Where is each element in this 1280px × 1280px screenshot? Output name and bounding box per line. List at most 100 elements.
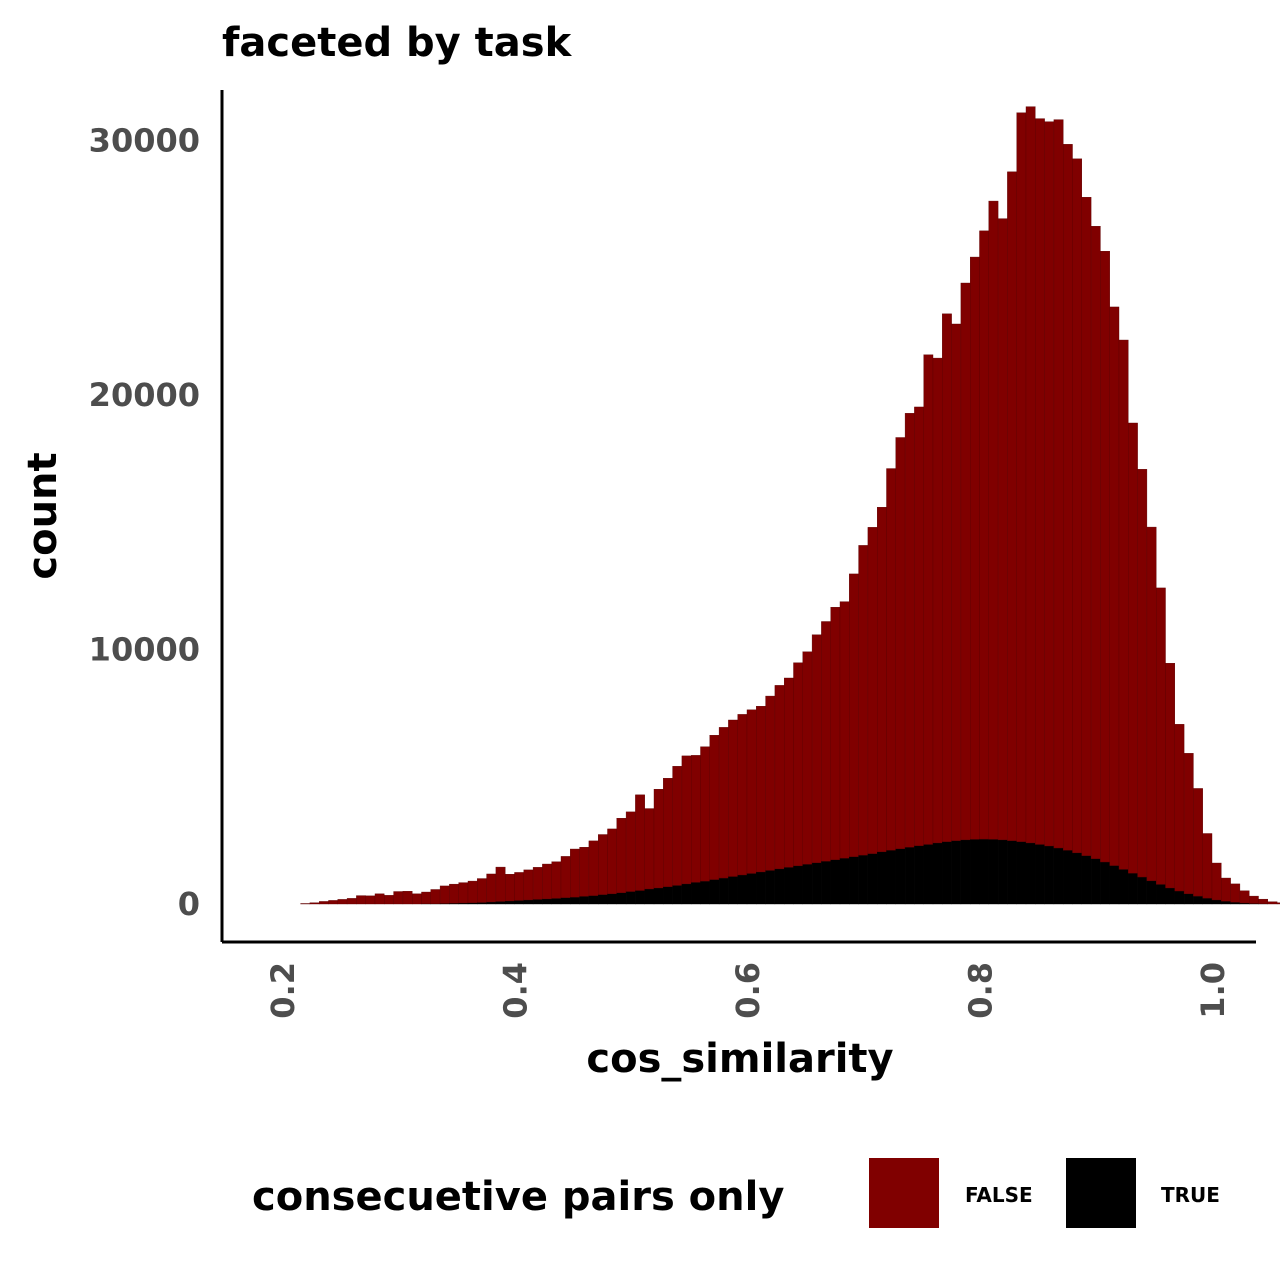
bar-false	[1276, 902, 1280, 905]
y-axis-title: count	[20, 452, 66, 579]
bar-true	[765, 870, 776, 905]
bar-true	[960, 839, 971, 905]
bar-false	[1211, 862, 1222, 901]
bar-false	[914, 406, 924, 846]
bar-true	[477, 902, 487, 905]
bar-true	[942, 841, 952, 905]
bar-false	[532, 867, 543, 900]
bar-false	[412, 893, 422, 905]
bar-true	[635, 890, 645, 905]
bar-false	[1090, 226, 1101, 859]
bar-true	[579, 896, 590, 905]
bar-false	[393, 891, 404, 905]
bar-false	[1174, 724, 1185, 892]
legend-title: consecuetive pairs only	[252, 1174, 784, 1220]
bar-true	[644, 888, 655, 905]
y-tick-label: 30000	[89, 122, 200, 160]
bar-false	[830, 607, 841, 860]
bar-false	[691, 755, 701, 883]
bar-true	[486, 901, 497, 905]
bar-true	[505, 900, 515, 905]
chart-title: faceted by task	[222, 20, 573, 66]
bar-true	[970, 839, 980, 905]
bar-true	[709, 879, 720, 905]
bar-false	[579, 847, 590, 897]
bar-true	[1100, 861, 1110, 905]
bar-false	[867, 527, 878, 854]
bar-false	[625, 811, 636, 892]
bar-true	[1211, 899, 1222, 905]
bar-false	[1155, 587, 1166, 885]
legend-swatch-false	[869, 1158, 939, 1228]
bar-true	[932, 842, 943, 905]
bar-true	[551, 898, 562, 905]
bar-false	[542, 863, 552, 900]
bar-true	[588, 895, 599, 905]
bar-true	[495, 901, 506, 905]
y-tick-label: 10000	[89, 631, 200, 669]
bar-false	[942, 313, 952, 842]
bar-false	[1062, 144, 1073, 851]
bar-true	[1118, 869, 1129, 905]
bar-true	[1016, 841, 1027, 905]
bar-true	[1081, 855, 1092, 905]
bar-false	[718, 727, 729, 879]
bar-true	[514, 900, 525, 905]
y-tick-label: 0	[178, 885, 200, 923]
legend-label-false: FALSE	[965, 1183, 1033, 1207]
bar-true	[784, 867, 794, 905]
bar-true	[1230, 902, 1241, 905]
bar-false	[402, 891, 413, 905]
bar-false	[1053, 119, 1064, 849]
bar-false	[644, 808, 655, 890]
bar-false	[988, 200, 999, 840]
bar-false	[849, 573, 859, 857]
x-tick-label: 0.6	[729, 962, 767, 1019]
bar-true	[988, 839, 999, 905]
bar-false	[895, 437, 906, 849]
bar-false	[672, 766, 683, 886]
bar-false	[793, 662, 804, 867]
bar-false	[551, 861, 562, 899]
bar-true	[849, 856, 859, 905]
bar-false	[1221, 877, 1231, 902]
bar-false	[839, 601, 850, 859]
bar-false	[421, 891, 432, 904]
bar-false	[1137, 469, 1148, 878]
bar-true	[774, 868, 785, 905]
bar-true	[1221, 901, 1231, 905]
bar-true	[923, 844, 934, 905]
bar-true	[681, 883, 692, 905]
bar-false	[328, 900, 339, 905]
bar-false	[1202, 833, 1213, 899]
bar-false	[1044, 121, 1055, 847]
bar-false	[477, 878, 487, 903]
bar-false	[970, 256, 980, 840]
bar-true	[728, 876, 738, 905]
bar-true	[542, 898, 552, 905]
bar-false	[979, 230, 990, 840]
bar-true	[1007, 840, 1017, 905]
bar-false	[300, 903, 311, 905]
bar-false	[951, 323, 962, 841]
bar-true	[560, 897, 571, 905]
bar-false	[616, 818, 627, 894]
bar-false	[1025, 106, 1036, 844]
bar-false	[653, 789, 664, 889]
bar-false	[495, 866, 506, 902]
bar-false	[1146, 526, 1157, 882]
bar-true	[616, 892, 627, 905]
bar-false	[570, 848, 580, 898]
bar-true	[821, 861, 831, 905]
bar-true	[523, 899, 534, 905]
bar-true	[663, 886, 673, 905]
bar-true	[802, 864, 813, 905]
x-tick-label: 0.8	[962, 962, 1000, 1019]
y-tick-labels: 0 10000 20000 30000	[89, 122, 200, 924]
bar-true	[951, 840, 962, 905]
bar-false	[700, 746, 711, 882]
bar-true	[895, 848, 906, 905]
bar-false	[821, 621, 831, 862]
bar-false	[997, 218, 1008, 841]
bar-true	[756, 871, 766, 905]
